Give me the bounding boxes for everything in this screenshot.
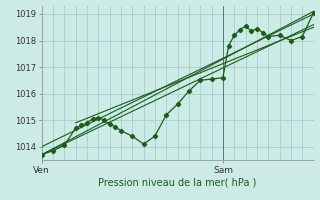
X-axis label: Pression niveau de la mer( hPa ): Pression niveau de la mer( hPa ) (99, 177, 257, 187)
